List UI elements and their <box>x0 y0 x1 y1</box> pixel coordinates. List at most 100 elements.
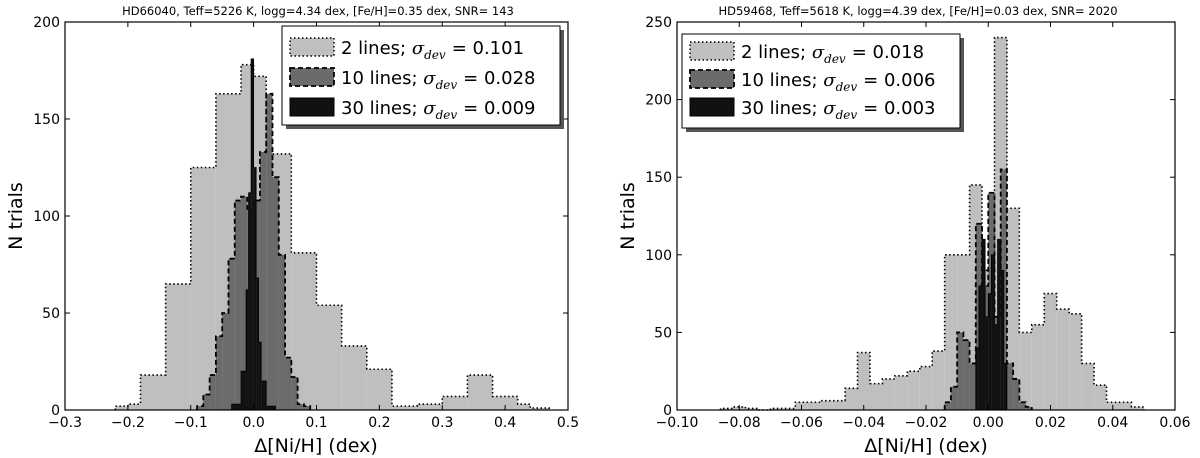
left-bar-2-lines <box>165 283 191 410</box>
left-outline-30-lines <box>231 58 277 410</box>
left-legend-entry-30-lines: 30 lines; σdev = 0.009 <box>341 98 536 122</box>
left-y-tick-label: 0 <box>51 403 60 419</box>
right-bar-10-lines <box>963 340 970 410</box>
left-bar-2-lines <box>417 404 443 410</box>
right-bar-30-lines <box>997 239 1001 410</box>
right-x-tick-label: −0.04 <box>842 415 885 431</box>
right-outline-10-lines <box>943 168 1033 410</box>
left-bar-10-lines <box>291 377 298 410</box>
left-bar-10-lines <box>228 258 235 410</box>
left-bar-10-lines <box>209 375 216 410</box>
left-bar-30-lines <box>253 167 257 410</box>
legend-series-name: 10 lines <box>741 70 812 91</box>
left-legend-swatch-30-lines <box>289 97 335 117</box>
legend-series-name: 2 lines <box>741 42 800 63</box>
legend-sigma-sub: dev <box>824 52 846 66</box>
left-bar-2-lines <box>341 345 367 410</box>
left-chart-title: HD66040, Teff=5226 K, logg=4.34 dex, [Fe… <box>122 4 514 18</box>
right-y-tick-label: 50 <box>654 325 672 341</box>
left-legend: 2 lines; σdev = 0.101 10 lines; σdev = 0.0… <box>281 25 564 129</box>
left-x-axis-label: Δ[Ni/H] (dex) <box>254 435 378 457</box>
left-bar-2-lines <box>467 375 493 410</box>
right-legend-entry-2-lines: 2 lines; σdev = 0.018 <box>741 42 924 66</box>
legend-series-name: 2 lines <box>341 38 400 59</box>
right-y-tick-label: 200 <box>645 93 672 109</box>
left-series-30-lines <box>231 58 277 411</box>
legend-sigma-value: = 0.028 <box>463 68 535 89</box>
right-bar-10-lines <box>944 402 951 410</box>
left-x-tick-label: 0.5 <box>557 415 579 431</box>
left-bar-10-lines <box>303 406 311 410</box>
left-bar-10-lines <box>203 394 210 410</box>
right-bar-2-lines <box>1006 208 1020 410</box>
right-y-tick-label: 250 <box>645 15 672 31</box>
right-bar-30-lines <box>991 254 995 410</box>
right-legend-swatch-2-lines <box>689 41 735 61</box>
right-bar-10-lines <box>1025 406 1032 410</box>
left-bar-10-lines <box>278 254 286 410</box>
right-bar-10-lines <box>1006 363 1014 410</box>
left-y-tick-label: 200 <box>33 15 60 31</box>
right-bar-30-lines <box>978 285 983 410</box>
right-x-tick-label: 0.00 <box>973 415 1004 431</box>
left-bar-2-lines <box>316 305 342 410</box>
right-bar-10-lines <box>1013 378 1020 410</box>
right-bar-2-lines <box>1069 313 1082 410</box>
right-bar-2-lines <box>944 254 958 410</box>
left-bar-30-lines <box>251 58 254 411</box>
left-bar-30-lines <box>246 289 249 410</box>
left-bar-2-lines <box>190 167 216 410</box>
left-bar-30-lines <box>241 371 247 410</box>
legend-sigma: σ <box>823 98 836 119</box>
right-y-tick-label: 150 <box>645 170 672 186</box>
right-bar-30-lines <box>985 316 989 410</box>
legend-sigma-value: = 0.018 <box>852 42 924 63</box>
right-bar-2-lines <box>857 352 870 410</box>
legend-sigma-sub: dev <box>436 108 458 122</box>
left-x-tick-label: −0.1 <box>174 415 208 431</box>
legend-sigma-sub: dev <box>836 108 858 122</box>
right-bar-2-lines <box>1044 293 1057 410</box>
left-bar-30-lines <box>248 192 252 410</box>
left-bar-2-lines <box>492 396 518 410</box>
left-histogram-bars <box>114 58 550 411</box>
right-bar-2-lines <box>1131 406 1144 410</box>
right-chart-title: HD59468, Teff=5618 K, logg=4.39 dex, [Fe… <box>718 4 1117 18</box>
right-histogram-bars <box>719 36 1145 411</box>
left-x-tick-label: 0.0 <box>242 415 264 431</box>
right-bar-2-lines <box>1094 385 1107 410</box>
right-bar-30-lines <box>982 239 986 410</box>
left-legend-swatch-10-lines <box>289 67 335 87</box>
legend-sigma-value: = 0.101 <box>452 38 524 59</box>
right-outline-30-lines <box>975 238 1008 410</box>
left-bar-30-lines <box>266 406 276 410</box>
right-bar-2-lines <box>832 400 846 410</box>
left-bar-2-lines <box>366 369 392 410</box>
left-legend-entry-2-lines: 2 lines; σdev = 0.101 <box>341 38 524 62</box>
left-x-tick-label: 0.2 <box>368 415 390 431</box>
legend-series-name: 30 lines <box>741 98 812 119</box>
left-bar-2-lines <box>115 406 128 410</box>
left-bar-30-lines <box>231 404 242 410</box>
right-bar-2-lines <box>770 408 783 410</box>
legend-sigma: σ <box>423 98 436 119</box>
left-x-tick-label: −0.2 <box>111 415 145 431</box>
right-bar-2-lines <box>1118 402 1132 410</box>
right-legend-entry-30-lines: 30 lines; σdev = 0.003 <box>741 98 936 122</box>
legend-series-name: 30 lines <box>341 98 412 119</box>
right-bar-30-lines <box>994 324 998 410</box>
legend-sigma: σ <box>823 70 836 91</box>
right-bar-10-lines <box>950 386 958 410</box>
left-bar-30-lines <box>256 278 259 410</box>
left-y-tick-label: 150 <box>33 112 60 128</box>
legend-sigma-sub: dev <box>424 48 446 62</box>
right-bar-2-lines <box>745 408 758 410</box>
right-bar-2-lines <box>932 351 945 410</box>
left-bar-30-lines <box>261 380 267 410</box>
right-y-tick-label: 0 <box>663 403 672 419</box>
right-x-tick-label: −0.02 <box>905 415 948 431</box>
right-legend-swatch-30-lines <box>689 97 735 117</box>
right-bar-10-lines <box>1019 402 1026 410</box>
right-x-tick-label: 0.04 <box>1097 415 1128 431</box>
